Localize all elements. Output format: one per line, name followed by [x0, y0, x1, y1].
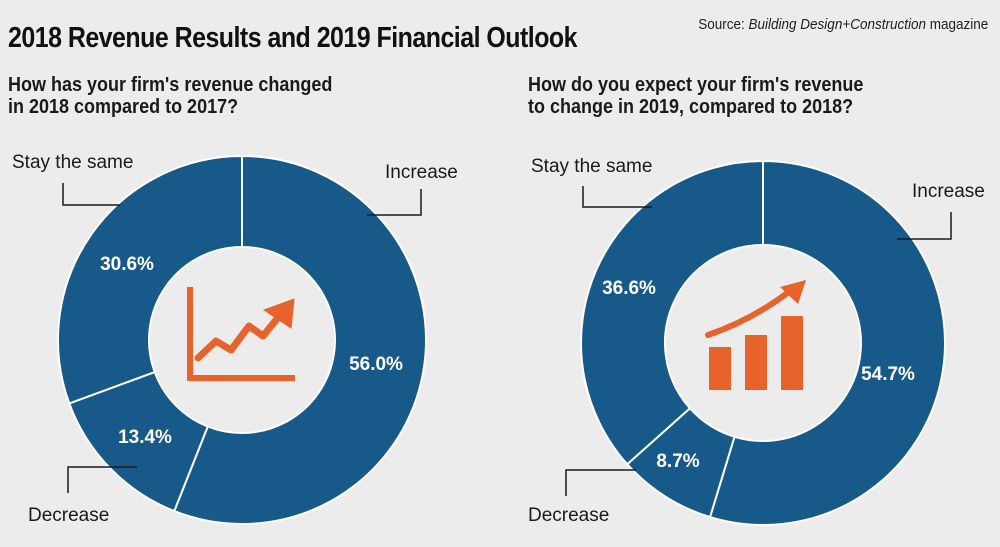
question-2018-line1: How has your firm's revenue changed	[8, 74, 333, 96]
question-2019: How do you expect your firm's revenue to…	[528, 74, 863, 118]
value-label-increase: 54.7%	[861, 364, 915, 385]
leader-line-stay-the-same	[582, 186, 652, 208]
rising-bar-chart-icon	[705, 280, 806, 390]
category-label-stay-the-same: Stay the same	[531, 156, 652, 177]
leader-line-stay-the-same	[62, 183, 120, 206]
question-2019-line2: to change in 2019, compared to 2018?	[528, 96, 854, 118]
category-label-decrease: Decrease	[528, 505, 609, 526]
leader-line-decrease	[67, 466, 137, 493]
rising-line-chart-icon	[187, 287, 295, 381]
question-2019-line1: How do you expect your firm's revenue	[528, 74, 864, 96]
value-label-decrease: 13.4%	[118, 427, 172, 448]
category-label-increase: Increase	[912, 181, 985, 202]
source-prefix: Source:	[697, 16, 749, 33]
leader-line-increase	[897, 212, 952, 240]
category-label-stay-the-same: Stay the same	[12, 152, 133, 173]
value-label-increase: 56.0%	[349, 354, 403, 375]
category-label-increase: Increase	[385, 162, 458, 183]
slice-stay-the-same	[580, 159, 764, 466]
question-2018-line2: in 2018 compared to 2017?	[8, 96, 239, 118]
slice-increase	[172, 154, 427, 525]
category-label-decrease: Decrease	[28, 505, 109, 526]
leader-line-increase	[367, 189, 422, 216]
value-label-decrease: 8.7%	[656, 451, 699, 472]
donut-chart-2018: 56.0% 13.4% 30.6% Increase Decrease Stay the …	[12, 152, 458, 526]
value-label-stay-the-same: 30.6%	[100, 254, 154, 275]
source-publication: Building Design+Construction	[748, 16, 926, 33]
page-title: 2018 Revenue Results and 2019 Financial …	[8, 22, 578, 54]
leader-line-decrease	[565, 469, 636, 496]
question-2018: How has your firm's revenue changed in 2…	[8, 74, 332, 118]
slice-increase	[708, 159, 946, 526]
value-label-stay-the-same: 36.6%	[602, 278, 656, 299]
source-note: Source: Building Design+Construction mag…	[698, 16, 988, 33]
slice-stay-the-same	[57, 154, 243, 405]
source-suffix: magazine	[925, 16, 988, 33]
